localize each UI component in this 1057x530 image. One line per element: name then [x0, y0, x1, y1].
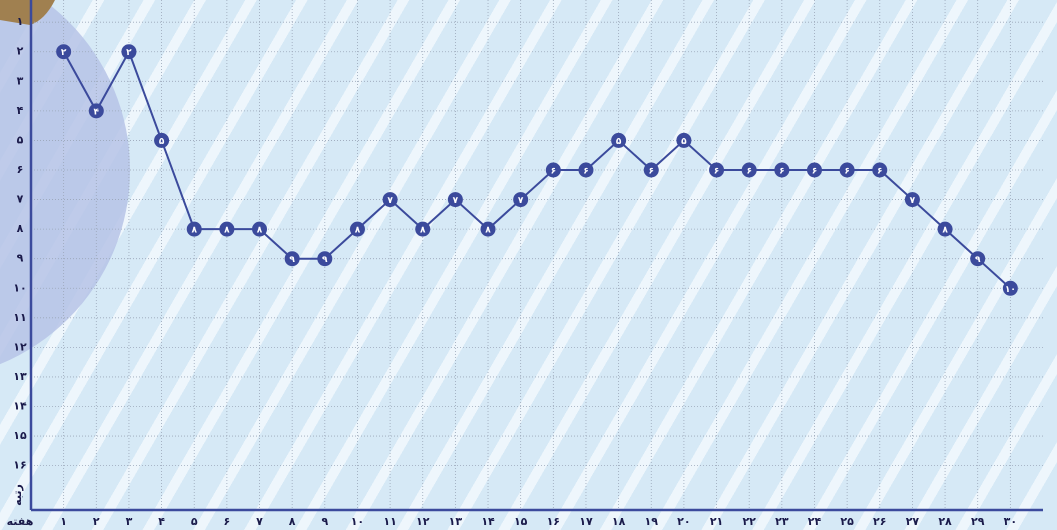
point-label: ۶	[583, 167, 589, 177]
y-axis-label: رتبه	[11, 484, 24, 506]
x-tick-label: ۳	[126, 515, 133, 528]
y-tick-label: ۱	[17, 15, 24, 28]
y-tick-label: ۱۴	[13, 400, 27, 413]
y-tick-label: ۴	[17, 104, 24, 117]
x-tick-label: ۱۶	[547, 515, 560, 528]
x-tick-label: ۴	[158, 515, 165, 528]
x-tick-label: ۱۴	[481, 515, 495, 528]
x-tick-label: ۲۵	[840, 515, 854, 528]
point-label: ۶	[877, 167, 883, 177]
x-axis-label: هفته	[7, 515, 34, 528]
x-tick-label: ۱۹	[645, 515, 659, 528]
point-label: ۱۰	[1005, 285, 1016, 295]
point-label: ۴	[94, 107, 100, 117]
y-tick-label: ۱۱	[13, 311, 26, 324]
x-tick-label: ۷	[256, 515, 263, 528]
point-label: ۸	[942, 226, 948, 236]
x-tick-label: ۲۱	[710, 515, 723, 528]
x-tick-label: ۶	[224, 515, 231, 528]
point-label: ۵	[616, 137, 622, 147]
y-tick-label: ۸	[17, 222, 24, 235]
point-label: ۶	[779, 167, 785, 177]
point-label: ۷	[518, 196, 524, 206]
x-tick-label: ۱۰	[351, 515, 364, 528]
point-label: ۷	[453, 196, 459, 206]
point-label: ۸	[420, 226, 426, 236]
point-label: ۹	[289, 255, 295, 265]
x-tick-label: ۲۶	[873, 515, 886, 528]
point-label: ۸	[355, 226, 361, 236]
x-tick-label: ۲۲	[742, 515, 756, 528]
y-tick-label: ۱۳	[13, 370, 27, 383]
point-label: ۸	[485, 226, 491, 236]
point-label: ۵	[159, 137, 165, 147]
x-tick-label: ۱۳	[449, 515, 463, 528]
page: رتبه هفته ۱۲۳۴۵۶۷۸۹۱۰۱۱۱۲۱۳۱۴۱۵۱۶۱۲۳۴۵۶۷…	[0, 0, 1057, 530]
x-tick-label: ۵	[191, 515, 198, 528]
point-label: ۸	[191, 226, 197, 236]
x-tick-label: ۱	[60, 515, 67, 528]
x-tick-label: ۱۱	[383, 515, 396, 528]
x-tick-label: ۲۳	[775, 515, 789, 528]
chart: رتبه هفته ۱۲۳۴۵۶۷۸۹۱۰۱۱۱۲۱۳۱۴۱۵۱۶۱۲۳۴۵۶۷…	[0, 0, 1057, 530]
y-tick-label: ۳	[17, 74, 24, 87]
x-tick-label: ۱۸	[612, 515, 626, 528]
point-label: ۶	[551, 167, 557, 177]
x-tick-label: ۳۰	[1004, 515, 1017, 528]
point-label: ۹	[322, 255, 328, 265]
x-tick-label: ۱۷	[579, 515, 593, 528]
x-tick-label: ۸	[289, 515, 296, 528]
x-tick-label: ۲۸	[938, 515, 952, 528]
point-label: ۷	[910, 196, 916, 206]
y-tick-label: ۵	[17, 133, 24, 146]
point-label: ۸	[224, 226, 230, 236]
x-tick-label: ۲۰	[677, 515, 690, 528]
y-tick-label: ۶	[17, 163, 24, 176]
x-tick-label: ۲۹	[971, 515, 985, 528]
x-tick-label: ۱۲	[416, 515, 430, 528]
point-label: ۵	[681, 137, 687, 147]
x-tick-label: ۲	[93, 515, 100, 528]
y-tick-label: ۲	[17, 45, 24, 58]
y-tick-label: ۹	[17, 252, 24, 265]
point-label: ۷	[387, 196, 393, 206]
point-label: ۶	[844, 167, 850, 177]
y-tick-label: ۱۲	[13, 340, 27, 353]
point-label: ۲	[126, 48, 132, 58]
point-label: ۶	[812, 167, 818, 177]
point-label: ۸	[257, 226, 263, 236]
point-label: ۶	[649, 167, 655, 177]
y-tick-label: ۷	[17, 193, 24, 206]
x-tick-label: ۹	[321, 515, 328, 528]
x-tick-label: ۱۵	[514, 515, 528, 528]
x-tick-label: ۲۷	[906, 515, 920, 528]
y-tick-label: ۱۵	[13, 429, 27, 442]
x-tick-label: ۲۴	[808, 515, 822, 528]
point-label: ۶	[714, 167, 720, 177]
point-label: ۶	[746, 167, 752, 177]
point-label: ۹	[975, 255, 981, 265]
point-label: ۲	[61, 48, 67, 58]
y-tick-label: ۱۶	[13, 459, 26, 472]
y-tick-label: ۱۰	[13, 281, 26, 294]
